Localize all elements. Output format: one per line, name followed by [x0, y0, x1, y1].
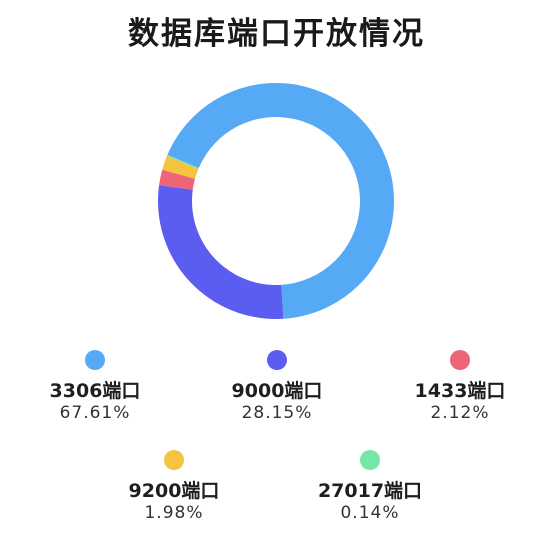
legend-item-3306: 3306端口 67.61% — [5, 350, 185, 424]
legend-item-27017: 27017端口 0.14% — [280, 450, 460, 524]
legend-label: 3306端口 — [5, 380, 185, 402]
legend-label: 9200端口 — [84, 480, 264, 502]
legend-dot-9200 — [164, 450, 184, 470]
legend-label: 9000端口 — [187, 380, 367, 402]
legend-item-9000: 9000端口 28.15% — [187, 350, 367, 424]
legend-dot-9000 — [267, 350, 287, 370]
legend-percent: 28.15% — [187, 402, 367, 424]
legend-percent: 0.14% — [280, 502, 460, 524]
legend-dot-3306 — [85, 350, 105, 370]
legend-item-9200: 9200端口 1.98% — [84, 450, 264, 524]
legend-dot-1433 — [450, 350, 470, 370]
legend-percent: 1.98% — [84, 502, 264, 524]
legend-percent: 67.61% — [5, 402, 185, 424]
legend-item-1433: 1433端口 2.12% — [370, 350, 550, 424]
legend-label: 27017端口 — [280, 480, 460, 502]
legend-dot-27017 — [360, 450, 380, 470]
donut-slice-9000 — [158, 185, 283, 319]
legend-percent: 2.12% — [370, 402, 550, 424]
legend-label: 1433端口 — [370, 380, 550, 402]
